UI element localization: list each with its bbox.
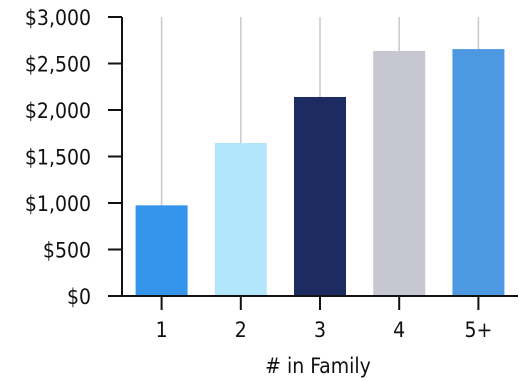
bar-2 xyxy=(214,143,267,296)
x-tick-label: 5+ xyxy=(464,318,492,342)
axes xyxy=(108,16,518,310)
x-tick-label: 4 xyxy=(393,318,405,342)
bar-3 xyxy=(294,96,346,296)
bar-1 xyxy=(135,205,188,296)
y-tick-label: $0 xyxy=(67,285,91,309)
y-tick-label: $2,500 xyxy=(25,53,91,77)
y-tick-label: $1,000 xyxy=(25,192,91,216)
y-tick-label: $500 xyxy=(43,239,91,263)
bar-4 xyxy=(373,50,426,296)
y-tick-label: $1,500 xyxy=(25,146,91,170)
y-tick-labels: $0 $500 $1,000 $1,500 $2,000 $2,500 $3,000 xyxy=(25,6,91,309)
y-tick-label: $2,000 xyxy=(25,99,91,123)
x-tick-label: 3 xyxy=(314,318,326,342)
x-tick-label: 1 xyxy=(156,318,168,342)
bars xyxy=(135,49,505,297)
x-tick-labels: 1 2 3 4 5+ xyxy=(156,318,493,342)
x-axis-title: # in Family xyxy=(265,354,371,378)
y-tick-label: $3,000 xyxy=(25,6,91,30)
bar-5-plus xyxy=(452,49,505,297)
x-tick-label: 2 xyxy=(235,318,247,342)
